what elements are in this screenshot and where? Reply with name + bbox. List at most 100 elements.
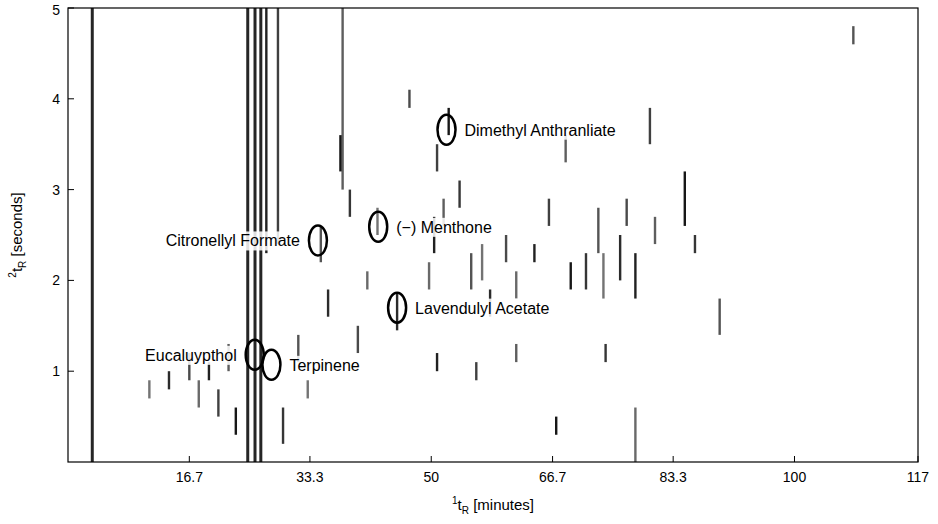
annotation-label: (−) Menthone (396, 219, 492, 236)
y-tick-label: 3 (52, 182, 60, 198)
annotation-label: Terpinene (289, 357, 359, 374)
label-patch (412, 299, 552, 318)
peak (265, 8, 267, 253)
peak (604, 344, 606, 362)
x-tick-label: 66.7 (539, 469, 566, 485)
annotation: Terpinene (262, 350, 362, 380)
annotation-circle (309, 225, 327, 255)
peak (396, 294, 398, 330)
annotation-circle (388, 293, 406, 323)
x-tick (552, 456, 553, 462)
peak (168, 371, 170, 389)
peak (619, 235, 621, 280)
peak (339, 135, 341, 171)
annotation-label: Dimethyl Anthranliate (465, 122, 616, 139)
y-tick (68, 98, 74, 99)
label-patch (286, 356, 362, 375)
peak (307, 380, 309, 398)
peak (428, 262, 430, 289)
peak (505, 235, 507, 262)
axis-title: 2tR [seconds] (7, 192, 28, 277)
peak (475, 362, 477, 380)
label-patch (142, 346, 240, 365)
x-tick-label: 50 (423, 469, 439, 485)
peak (408, 90, 410, 108)
axis-title-unit: [seconds] (8, 192, 25, 260)
annotation: Lavendulyl Acetate (388, 293, 552, 323)
annotation: Citronellyl Formate (163, 225, 327, 255)
annotation-circle (369, 212, 387, 242)
peak (694, 235, 696, 253)
peak (357, 326, 359, 353)
peak (634, 253, 636, 298)
peak (649, 108, 651, 144)
peak (634, 408, 636, 462)
x-tick-label: 100 (783, 469, 807, 485)
peak (349, 190, 351, 217)
peak (282, 408, 284, 444)
x-tick (309, 456, 310, 462)
peak (597, 208, 599, 253)
y-tick (68, 280, 74, 281)
peak (235, 408, 237, 435)
peak (548, 199, 550, 226)
axis-title-sub: R (17, 261, 28, 268)
peak (217, 389, 219, 416)
peak (341, 8, 343, 190)
x-tick (189, 456, 190, 462)
y-tick (68, 371, 74, 372)
peak (718, 299, 720, 335)
x-tick-label: 83.3 (660, 469, 687, 485)
axis-title-unit: [minutes] (469, 496, 534, 513)
frame (68, 8, 918, 462)
x-tick (431, 456, 432, 462)
peak (148, 380, 150, 398)
peak (515, 271, 517, 298)
y-tick-label: 4 (52, 91, 60, 107)
peak (277, 8, 279, 244)
peak (515, 344, 517, 362)
annotation-circle (246, 340, 264, 370)
peak (654, 217, 656, 244)
y-tick-label: 1 (52, 363, 60, 379)
chart: 16.7 33.3 50 66.7 83.3 100 117 1 2 3 4 5 1tR [minute… (0, 0, 938, 524)
peak (852, 26, 854, 44)
annotation-circle (262, 350, 280, 380)
label-patch (393, 218, 495, 237)
y-tick (68, 8, 74, 9)
annotation: Eucaluypthol (142, 340, 264, 370)
peak (436, 144, 438, 171)
peak (533, 244, 535, 262)
y-tick (68, 189, 74, 190)
peak (602, 253, 604, 298)
x-tick-label: 16.7 (176, 469, 203, 485)
peak (436, 353, 438, 371)
peak (684, 171, 686, 225)
peak (198, 380, 200, 407)
axis-title: 1tR [minutes] (452, 495, 534, 516)
peak (570, 262, 572, 289)
x-tick (918, 456, 919, 462)
x-tick-label: 33.3 (296, 469, 323, 485)
peak (481, 244, 483, 280)
plot-background (68, 8, 918, 462)
label-patch (462, 121, 619, 140)
x-tick-label: 117 (907, 469, 930, 485)
peak (470, 253, 472, 289)
peak (320, 226, 322, 262)
annotation-label: Lavendulyl Acetate (415, 300, 549, 317)
peak (585, 253, 587, 289)
y-tick-label: 2 (52, 272, 60, 288)
annotation: Dimethyl Anthranliate (438, 115, 619, 145)
peak (625, 199, 627, 226)
peak (555, 417, 557, 435)
axis-title-sub: R (462, 505, 469, 516)
peak (327, 289, 329, 316)
peaks (91, 8, 855, 462)
peak (91, 8, 94, 462)
y-tick-label: 5 (52, 2, 60, 18)
peak (366, 271, 368, 289)
peak (458, 181, 460, 208)
annotation: (−) Menthone (369, 212, 495, 242)
x-tick (794, 456, 795, 462)
